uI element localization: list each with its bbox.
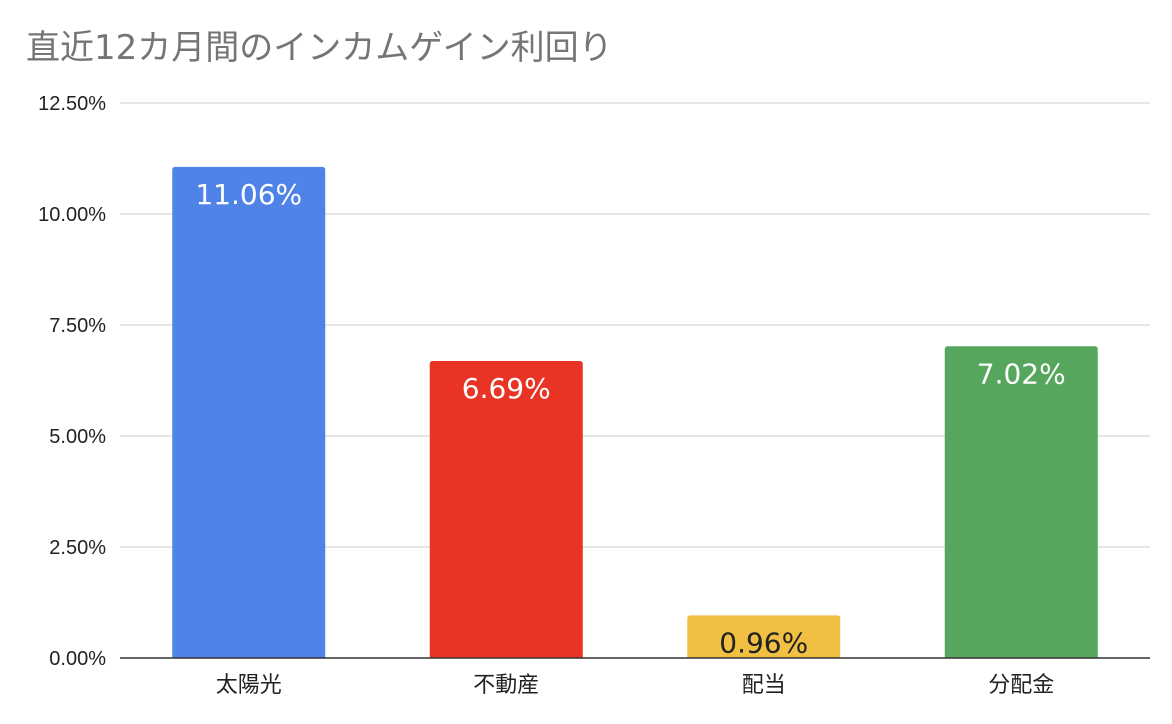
x-category-label: 配当 [742,673,786,698]
y-tick-label: 2.50% [49,537,106,559]
bars [172,166,1098,658]
bar-1 [172,166,326,658]
y-tick-label: 0.00% [49,648,106,670]
data-label: 6.69% [462,372,551,405]
bar-4 [944,346,1098,658]
data-label: 7.02% [977,357,1066,390]
chart-title: 直近12カ月間のインカムゲイン利回り [26,28,613,68]
x-category-label: 分配金 [988,673,1054,698]
bar-2 [429,360,583,658]
x-category-label: 不動産 [473,673,539,698]
bar-3 [687,615,841,658]
labels: 0.00% 2.50% 5.00% 7.50% 10.00% 12.50% 11.06% 太陽… [38,93,1066,698]
x-category-label: 太陽光 [216,673,282,698]
y-tick-label: 12.50% [38,93,106,115]
data-label: 0.96% [719,626,808,659]
data-label: 11.06% [195,178,302,211]
y-tick-label: 10.00% [38,204,106,226]
y-tick-label: 7.50% [49,315,106,337]
y-tick-label: 5.00% [49,426,106,448]
